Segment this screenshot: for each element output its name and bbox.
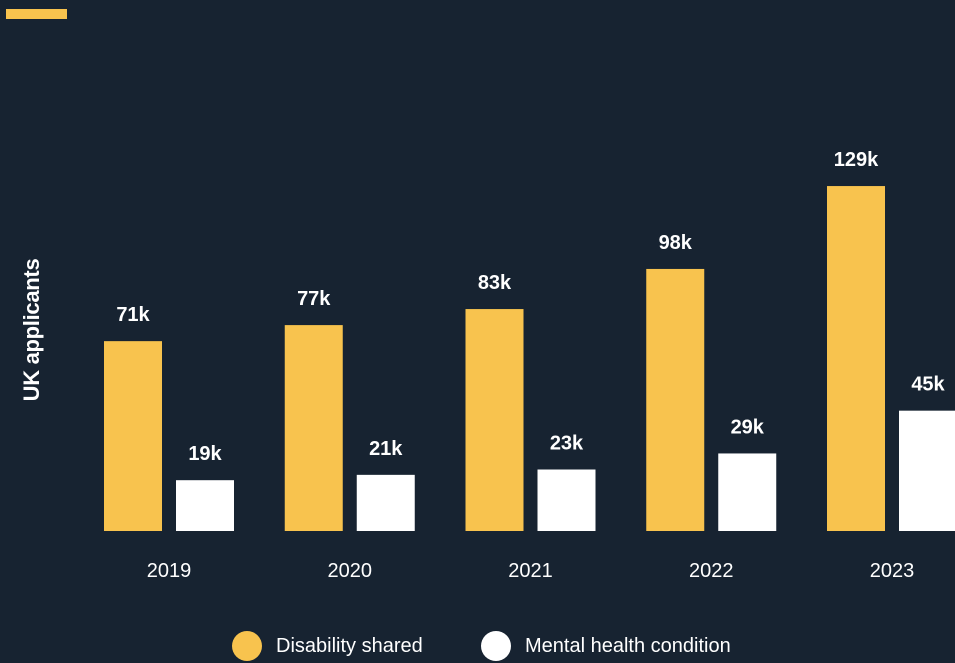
bar-disability-2019 — [104, 341, 162, 531]
x-tick-label-2021: 2021 — [508, 560, 553, 582]
bar-disability-2020 — [284, 325, 343, 531]
bar-mental-health-2020 — [356, 474, 415, 531]
bar-mental-health-2019 — [176, 480, 234, 531]
x-tick-label-2023: 2023 — [870, 560, 915, 582]
legend-label-disability: Disability shared — [276, 634, 423, 657]
x-tick-label-2020: 2020 — [328, 560, 373, 582]
accent-bar — [6, 9, 67, 19]
legend-item-mental-health: Mental health condition — [481, 631, 731, 661]
bar-mental-health-2023 — [899, 410, 955, 531]
legend-swatch-disability — [232, 631, 262, 661]
bar-disability-2023 — [827, 186, 885, 531]
bar-disability-2021 — [465, 309, 524, 531]
data-label-mental-health-2020: 21k — [369, 438, 403, 460]
data-label-disability-2020: 77k — [297, 288, 331, 310]
data-label-disability-2022: 98k — [659, 232, 693, 254]
data-label-disability-2023: 129k — [834, 149, 879, 171]
data-label-disability-2019: 71k — [116, 304, 150, 326]
x-tick-label-2022: 2022 — [689, 560, 734, 582]
data-label-mental-health-2021: 23k — [550, 432, 584, 454]
legend-item-disability: Disability shared — [232, 631, 423, 661]
data-label-disability-2021: 83k — [478, 272, 512, 294]
bar-mental-health-2021 — [537, 469, 596, 531]
bar-mental-health-2022 — [718, 453, 777, 531]
legend-label-mental-health: Mental health condition — [525, 634, 731, 657]
data-label-mental-health-2023: 45k — [911, 374, 945, 396]
data-label-mental-health-2019: 19k — [188, 443, 222, 465]
bar-disability-2022 — [646, 268, 705, 531]
data-label-mental-health-2022: 29k — [731, 416, 765, 438]
legend: Disability shared Mental health conditio… — [0, 631, 955, 663]
x-tick-label-2019: 2019 — [147, 560, 192, 582]
legend-swatch-mental-health — [481, 631, 511, 661]
